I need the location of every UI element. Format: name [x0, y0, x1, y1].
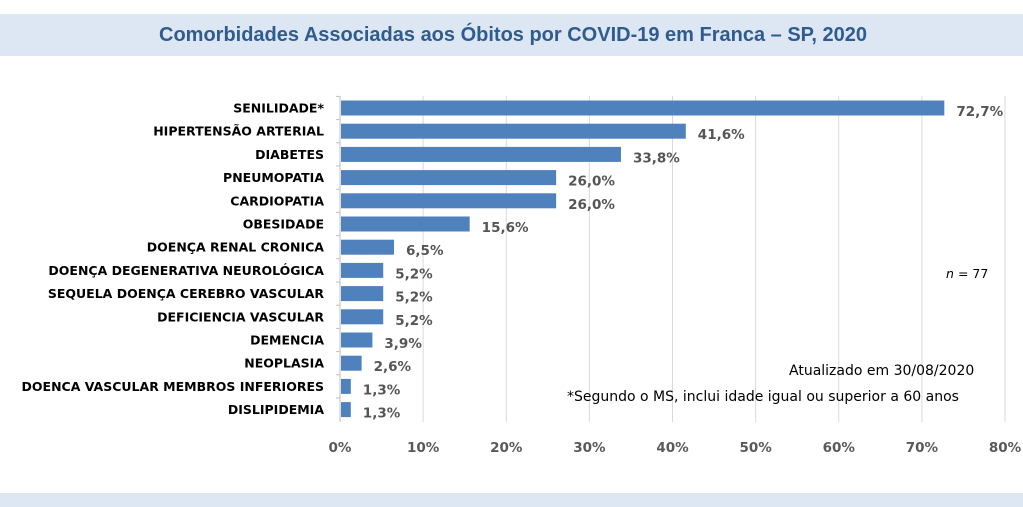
x-tick-label: 10%	[407, 440, 440, 456]
bar	[341, 309, 384, 325]
x-tick-labels: 0% 10% 20% 30% 40% 50% 60% 70% 80%	[329, 440, 1022, 456]
x-tick-label: 50%	[739, 440, 772, 456]
value-label: 5,2%	[395, 290, 433, 306]
category-label: DOENCA VASCULAR MEMBROS INFERIORES	[22, 379, 324, 394]
value-labels: 72,7% 41,6% 33,8% 26,0% 26,0% 15,6% 6,5% 5,2% 5,…	[363, 104, 1004, 422]
category-label: CARDIOPATIA	[230, 193, 324, 208]
value-label: 6,5%	[406, 243, 444, 259]
category-label: DOENÇA RENAL CRONICA	[147, 240, 325, 255]
bar	[341, 100, 945, 116]
category-label: NEOPLASIA	[244, 356, 324, 371]
value-label: 3,9%	[384, 336, 422, 352]
x-tick-label: 40%	[656, 440, 689, 456]
bar	[341, 216, 470, 232]
x-tick-label: 30%	[573, 440, 606, 456]
title-band	[0, 14, 1023, 56]
bar	[341, 239, 395, 255]
x-tick-label: 60%	[823, 440, 856, 456]
bar	[341, 286, 384, 302]
gridlines	[336, 95, 1006, 422]
value-label: 1,3%	[363, 406, 401, 422]
x-tick-label: 0%	[329, 440, 352, 456]
category-labels: SENILIDADE* HIPERTENSÃO ARTERIAL DIABETES P…	[22, 101, 325, 418]
sample-size-note: n = 77	[946, 266, 988, 281]
category-label: SENILIDADE*	[233, 101, 324, 116]
value-label: 2,6%	[374, 359, 412, 375]
updated-date: Atualizado em 30/08/2020	[789, 363, 974, 379]
x-tick-label: 80%	[989, 440, 1022, 456]
bar	[341, 123, 686, 139]
category-label: HIPERTENSÃO ARTERIAL	[153, 124, 324, 139]
category-label: OBESIDADE	[243, 217, 324, 232]
value-label: 33,8%	[633, 150, 680, 166]
category-label: SEQUELA DOENÇA CEREBRO VASCULAR	[48, 286, 325, 301]
n-symbol: n	[946, 266, 954, 281]
value-label: 15,6%	[482, 220, 529, 236]
value-label: 26,0%	[568, 197, 615, 213]
bottom-band	[0, 493, 1023, 507]
n-value: = 77	[958, 266, 988, 281]
x-tick-label: 20%	[490, 440, 523, 456]
category-label: DISLIPIDEMIA	[228, 402, 324, 417]
chart-title: Comorbidades Associadas aos Óbitos por C…	[159, 24, 868, 46]
value-label: 5,2%	[395, 266, 433, 282]
value-label: 5,2%	[395, 313, 433, 329]
footnote: *Segundo o MS, inclui idade igual ou sup…	[567, 389, 959, 405]
bar	[341, 355, 362, 371]
bar	[341, 332, 373, 348]
bars	[341, 100, 945, 418]
bar	[341, 170, 557, 186]
value-label: 26,0%	[568, 174, 615, 190]
bar	[341, 378, 351, 394]
value-label: 72,7%	[956, 104, 1003, 120]
value-label: 41,6%	[698, 127, 745, 143]
bar	[341, 262, 384, 278]
bar	[341, 146, 621, 162]
category-label: DIABETES	[255, 147, 324, 162]
bar	[341, 402, 351, 418]
value-label: 1,3%	[363, 382, 401, 398]
bar	[341, 193, 557, 209]
category-label: DOENÇA DEGENERATIVA NEUROLÓGICA	[48, 263, 324, 278]
category-label: PNEUMOPATIA	[223, 170, 324, 185]
category-label: DEFICIENCIA VASCULAR	[157, 309, 324, 324]
category-label: DEMENCIA	[250, 333, 324, 348]
x-tick-label: 70%	[906, 440, 939, 456]
